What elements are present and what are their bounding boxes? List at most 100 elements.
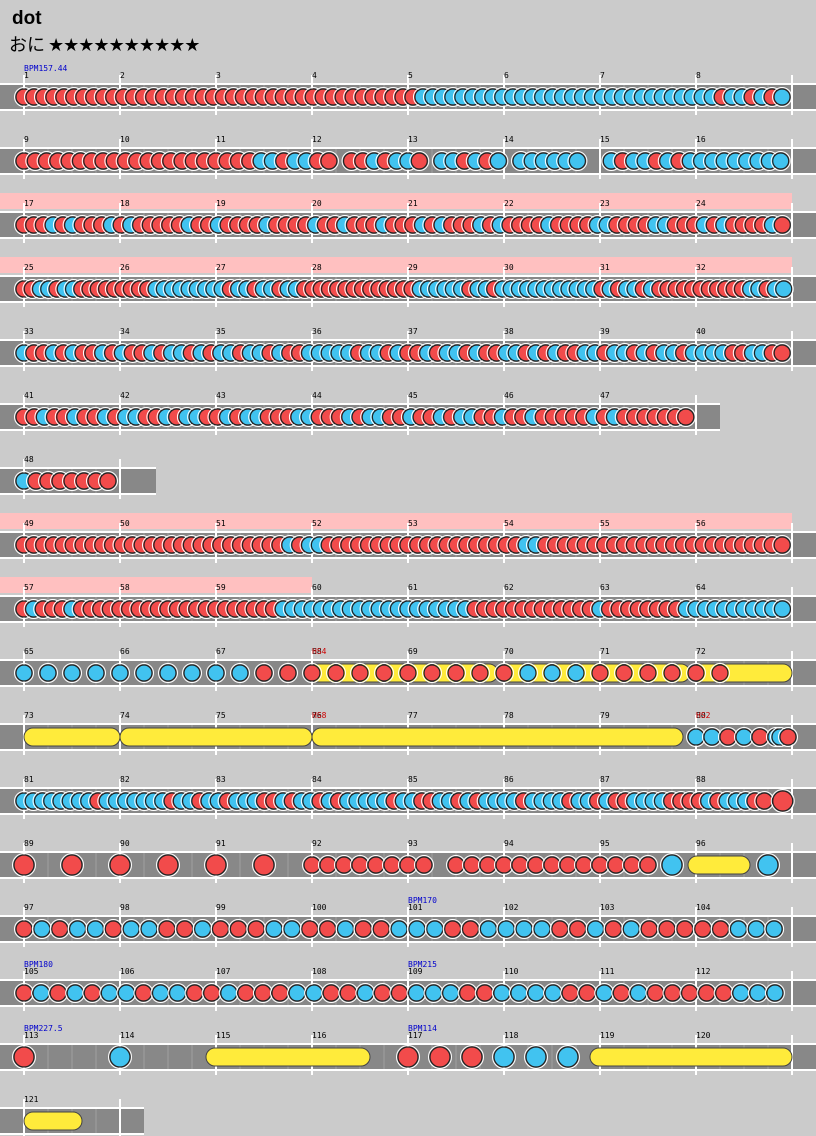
don-note — [694, 920, 712, 938]
ka-note — [122, 920, 140, 938]
note-rim — [460, 1045, 484, 1069]
measure-number: 78 — [504, 711, 514, 720]
note-rim — [772, 535, 793, 555]
measure-number: 19 — [216, 199, 226, 208]
don-note — [203, 984, 221, 1002]
don-note — [399, 856, 417, 874]
ka-note — [111, 664, 129, 682]
don-note — [461, 1046, 483, 1068]
ka-note — [336, 920, 355, 938]
measure-number: 16 — [696, 135, 706, 144]
don-note — [104, 920, 122, 938]
ka-note — [732, 984, 750, 1002]
ka-note — [87, 664, 105, 682]
don-note — [559, 856, 577, 874]
measure-number: 2 — [120, 71, 125, 80]
measure-number: 27 — [216, 263, 226, 272]
ka-note — [533, 920, 551, 938]
ka-note — [543, 664, 561, 682]
don-note — [663, 664, 681, 682]
measure-number: 94 — [504, 839, 514, 848]
note-rim — [414, 855, 434, 875]
measure-number: 20 — [312, 199, 322, 208]
note-rim — [660, 853, 684, 877]
don-note — [375, 664, 393, 682]
gogo-band — [0, 193, 792, 209]
note-rim — [38, 663, 58, 683]
measure-number: 35 — [216, 327, 226, 336]
measure-number: 111 — [600, 967, 615, 976]
note-rim — [326, 663, 346, 683]
don-note — [271, 984, 289, 1002]
measure-number: 26 — [120, 263, 130, 272]
note-rim — [60, 853, 84, 877]
measure-number: 43 — [216, 391, 226, 400]
ka-note — [220, 984, 238, 1002]
don-note — [680, 984, 699, 1002]
ka-note — [117, 984, 136, 1002]
measure-number: 75 — [216, 711, 226, 720]
don-note — [687, 664, 705, 682]
don-note — [663, 984, 682, 1002]
note-rim — [638, 855, 658, 875]
measure-number: 79 — [600, 711, 610, 720]
don-note — [479, 856, 497, 874]
measure-number: 44 — [312, 391, 322, 400]
don-note — [339, 984, 357, 1002]
measure-number: 63 — [600, 583, 610, 592]
don-note — [354, 920, 372, 938]
don-note — [646, 984, 665, 1002]
don-note — [109, 854, 131, 876]
ka-note — [747, 920, 765, 938]
note-rim — [396, 1045, 420, 1069]
don-note — [415, 856, 433, 874]
measure-number: 105 — [24, 967, 39, 976]
don-note — [495, 856, 513, 874]
measure-number: 89 — [24, 839, 34, 848]
note-rim — [204, 853, 228, 877]
ka-note — [515, 920, 533, 938]
don-note — [351, 664, 369, 682]
don-note — [543, 856, 561, 874]
measure-number: 32 — [696, 263, 706, 272]
course-label: おに — [9, 35, 45, 56]
course-difficulty: おに ★★★★★★★★★★ — [9, 35, 200, 56]
ka-note — [527, 984, 545, 1002]
note-rim — [773, 279, 794, 299]
don-note — [301, 920, 319, 938]
measure-number: 102 — [504, 903, 519, 912]
don-note — [373, 984, 391, 1002]
note-rim — [686, 663, 706, 683]
measure-number: 116 — [312, 1031, 327, 1040]
note-rim — [556, 1045, 580, 1069]
ka-note — [568, 152, 587, 170]
measure-number: 36 — [312, 327, 322, 336]
measure-number: 53 — [408, 519, 418, 528]
measure-number: 82 — [120, 775, 130, 784]
don-note — [335, 856, 353, 874]
measure-number: 98 — [120, 903, 130, 912]
measure-number: 34 — [120, 327, 130, 336]
don-note — [772, 790, 794, 812]
ka-note — [525, 1046, 547, 1068]
ka-note — [497, 920, 515, 938]
don-note — [134, 984, 153, 1002]
don-note — [237, 984, 255, 1002]
ka-note — [773, 600, 792, 618]
don-note — [320, 152, 338, 170]
don-note — [397, 1046, 419, 1068]
ka-note — [489, 152, 507, 170]
measure-number: 50 — [120, 519, 130, 528]
note-rim — [567, 151, 588, 171]
don-note — [773, 344, 791, 362]
ka-note — [356, 984, 374, 1002]
note-rim — [590, 663, 610, 683]
don-note — [715, 984, 733, 1002]
don-note — [247, 920, 265, 938]
don-note — [612, 984, 630, 1002]
note-rim — [494, 663, 514, 683]
measure-number: 68 — [312, 647, 322, 656]
don-note — [773, 216, 791, 234]
ka-note — [86, 920, 105, 938]
ka-note — [661, 854, 683, 876]
